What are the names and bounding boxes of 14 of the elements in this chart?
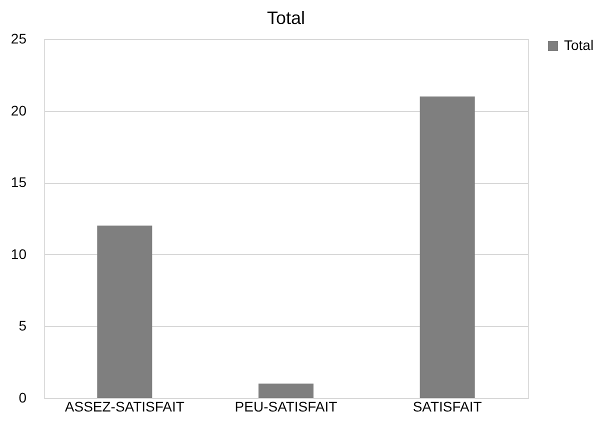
bar [97, 226, 152, 398]
bar [420, 96, 475, 398]
y-tick-label: 25 [10, 30, 27, 46]
y-tick-label: 20 [10, 102, 27, 118]
x-tick-label: PEU-SATISFAIT [234, 398, 338, 414]
y-tick-label: 10 [10, 246, 27, 262]
chart-title: Total [266, 8, 306, 28]
x-tick-label: SATISFAIT [412, 398, 482, 414]
x-tick-label: ASSEZ-SATISFAIT [64, 398, 185, 414]
bar [258, 384, 314, 398]
y-tick-label: 15 [10, 174, 27, 190]
y-tick-label: 5 [18, 318, 27, 334]
legend-label: Total [564, 37, 594, 53]
y-tick-label: 0 [18, 390, 27, 406]
